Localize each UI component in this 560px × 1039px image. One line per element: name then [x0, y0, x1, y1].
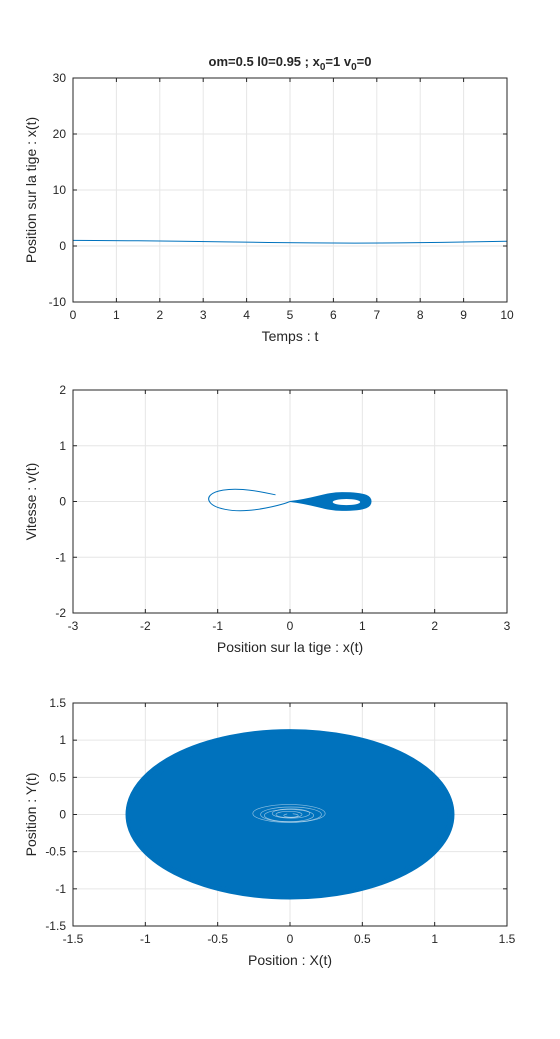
y-tick-label: 0: [59, 495, 66, 509]
y-tick-label: 1: [59, 439, 66, 453]
x-tick-label: 1: [113, 308, 120, 322]
y-tick-label: 1.5: [49, 696, 66, 710]
x-tick-label: -2: [140, 619, 151, 633]
y-tick-label: 10: [53, 183, 67, 197]
x-tick-label: 1.5: [499, 932, 516, 946]
x-tick-label: 8: [417, 308, 424, 322]
y-tick-label: -10: [49, 295, 67, 309]
y-tick-label: 0: [59, 808, 66, 822]
y-tick-label: -1: [55, 882, 66, 896]
inner-loop: [264, 809, 314, 822]
x-tick-label: 1: [431, 932, 438, 946]
x-axis-label: Temps : t: [262, 328, 319, 344]
inner-loop-center: [287, 812, 293, 817]
y-axis-label: Vitesse : v(t): [23, 463, 39, 541]
x-tick-label: 0.5: [354, 932, 371, 946]
x-tick-label: -1.5: [63, 932, 84, 946]
x-tick-label: 6: [330, 308, 337, 322]
y-tick-label: 2: [59, 383, 66, 397]
y-tick-label: 0: [59, 239, 66, 253]
y-axis-label: Position : Y(t): [23, 773, 39, 857]
x-axis-label: Position : X(t): [248, 952, 332, 968]
series-line: [72, 239, 508, 244]
y-tick-label: 20: [53, 127, 67, 141]
y-tick-label: -2: [55, 606, 66, 620]
inner-loop: [260, 806, 322, 823]
x-tick-label: 7: [373, 308, 380, 322]
x-tick-label: 2: [431, 619, 438, 633]
x-tick-label: -0.5: [207, 932, 228, 946]
y-tick-label: -1: [55, 550, 66, 564]
x-tick-label: 3: [200, 308, 207, 322]
inner-loop: [252, 804, 326, 823]
x-tick-label: 0: [287, 932, 294, 946]
x-tick-label: 9: [460, 308, 467, 322]
figure-title: om=0.5 l0=0.95 ; x0=1 v0=0: [209, 54, 372, 73]
xy-position-plot: -1.5 -1 -0.5 0 0.5 1 1.5 -1.5 -1 -0.5 0 0.5 1 1.5 Posi…: [23, 696, 516, 968]
phase-band-hole: [332, 498, 361, 506]
data-layer: [208, 488, 372, 512]
series-line: [208, 488, 291, 512]
inner-loop: [275, 810, 303, 819]
x-tick-label: -1: [212, 619, 223, 633]
inner-loop: [271, 808, 311, 819]
x-tick-label: 0: [70, 308, 77, 322]
y-axis-label: Position sur la tige : x(t): [23, 117, 39, 263]
x-tick-label: 4: [243, 308, 250, 322]
gridlines: [72, 77, 508, 303]
x-tick-label: 10: [500, 308, 514, 322]
phase-band: [289, 492, 372, 511]
x-tick-label: -1: [140, 932, 151, 946]
y-tick-label: 0.5: [49, 770, 66, 784]
trajectory-outline: [138, 734, 448, 896]
x-axis-label: Position sur la tige : x(t): [217, 639, 363, 655]
trajectory-outline: [128, 732, 449, 899]
x-tick-label: 5: [287, 308, 294, 322]
x-tick-label: 0: [287, 619, 294, 633]
data-layer: [125, 729, 455, 900]
data-layer: [72, 239, 508, 244]
y-tick-label: 30: [53, 71, 67, 85]
y-tick-label: -1.5: [45, 919, 66, 933]
y-tick-label: -0.5: [45, 845, 66, 859]
x-tick-label: -3: [68, 619, 79, 633]
x-tick-label: 2: [156, 308, 163, 322]
y-tick-label: 1: [59, 733, 66, 747]
x-tick-label: 1: [359, 619, 366, 633]
x-tick-label: 3: [504, 619, 511, 633]
